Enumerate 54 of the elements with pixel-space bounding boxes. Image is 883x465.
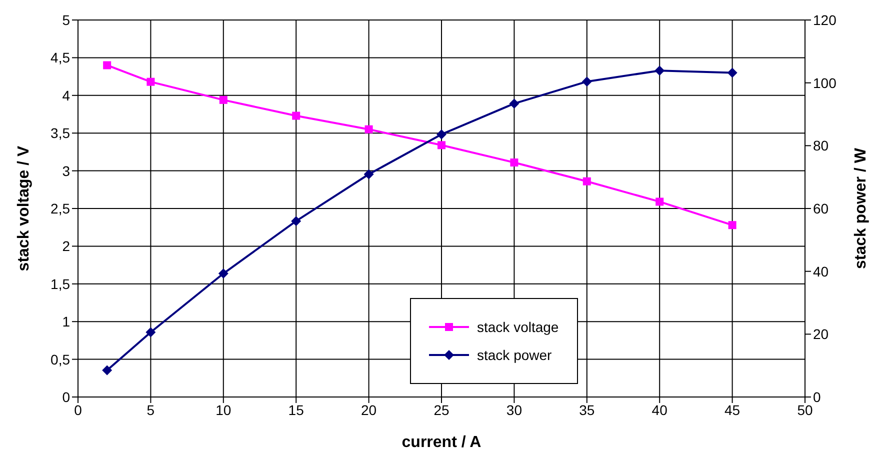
x-tick-label: 25 xyxy=(434,402,450,418)
x-tick-label: 10 xyxy=(216,402,232,418)
point xyxy=(510,158,518,167)
point xyxy=(509,98,520,109)
y-tick-label: 2,5 xyxy=(50,200,70,216)
x-tick-label: 45 xyxy=(724,402,740,418)
y-tick-label: 4 xyxy=(62,87,70,104)
y2-tick-label: 40 xyxy=(813,263,829,280)
y2-tick-label: 0 xyxy=(813,388,821,405)
y2-tick-label: 20 xyxy=(813,326,829,342)
x-tick-label: 35 xyxy=(579,402,595,418)
point xyxy=(582,76,592,87)
point xyxy=(364,169,374,180)
point xyxy=(218,268,228,279)
point xyxy=(103,61,112,70)
point xyxy=(291,216,302,226)
y2-tick-label: 60 xyxy=(813,200,829,216)
y-tick-label: 4,5 xyxy=(50,50,70,66)
y2-tick-label: 120 xyxy=(813,12,837,28)
point xyxy=(292,112,300,120)
x-tick-label: 5 xyxy=(146,402,155,418)
point xyxy=(146,78,155,86)
point xyxy=(438,141,446,150)
x-tick-label: 20 xyxy=(361,402,377,418)
y-axis-title: stack voltage / V xyxy=(16,145,33,272)
y2-tick-label: 80 xyxy=(813,138,829,154)
legend-label: stack voltage xyxy=(477,319,559,335)
x-axis-title: current / A xyxy=(402,434,482,451)
x-tick-label: 30 xyxy=(506,402,522,418)
x-tick-label: 0 xyxy=(74,402,82,418)
point xyxy=(364,125,373,134)
y2-axis-title: stack power / W xyxy=(852,147,870,269)
point xyxy=(219,96,228,104)
x-tick-label: 40 xyxy=(652,402,668,418)
point xyxy=(656,198,664,206)
y-tick-label: 3,5 xyxy=(50,125,70,142)
y-tick-label: 0 xyxy=(62,388,70,405)
point xyxy=(146,327,156,338)
legend-label: stack power xyxy=(477,347,552,363)
point xyxy=(436,129,446,140)
y-tick-label: 3 xyxy=(62,162,70,179)
y-tick-label: 1 xyxy=(62,314,70,330)
point xyxy=(582,177,591,186)
y-tick-label: 0,5 xyxy=(50,351,70,368)
y-tick-label: 1,5 xyxy=(50,276,70,292)
y-tick-label: 2 xyxy=(62,238,70,254)
x-tick-label: 15 xyxy=(288,402,304,418)
x-tick-label: 50 xyxy=(797,402,813,418)
y-tick-label: 5 xyxy=(62,12,70,28)
y2-tick-label: 100 xyxy=(813,74,837,91)
point xyxy=(728,221,736,230)
point xyxy=(727,68,738,78)
point xyxy=(654,66,665,76)
point xyxy=(102,365,112,376)
